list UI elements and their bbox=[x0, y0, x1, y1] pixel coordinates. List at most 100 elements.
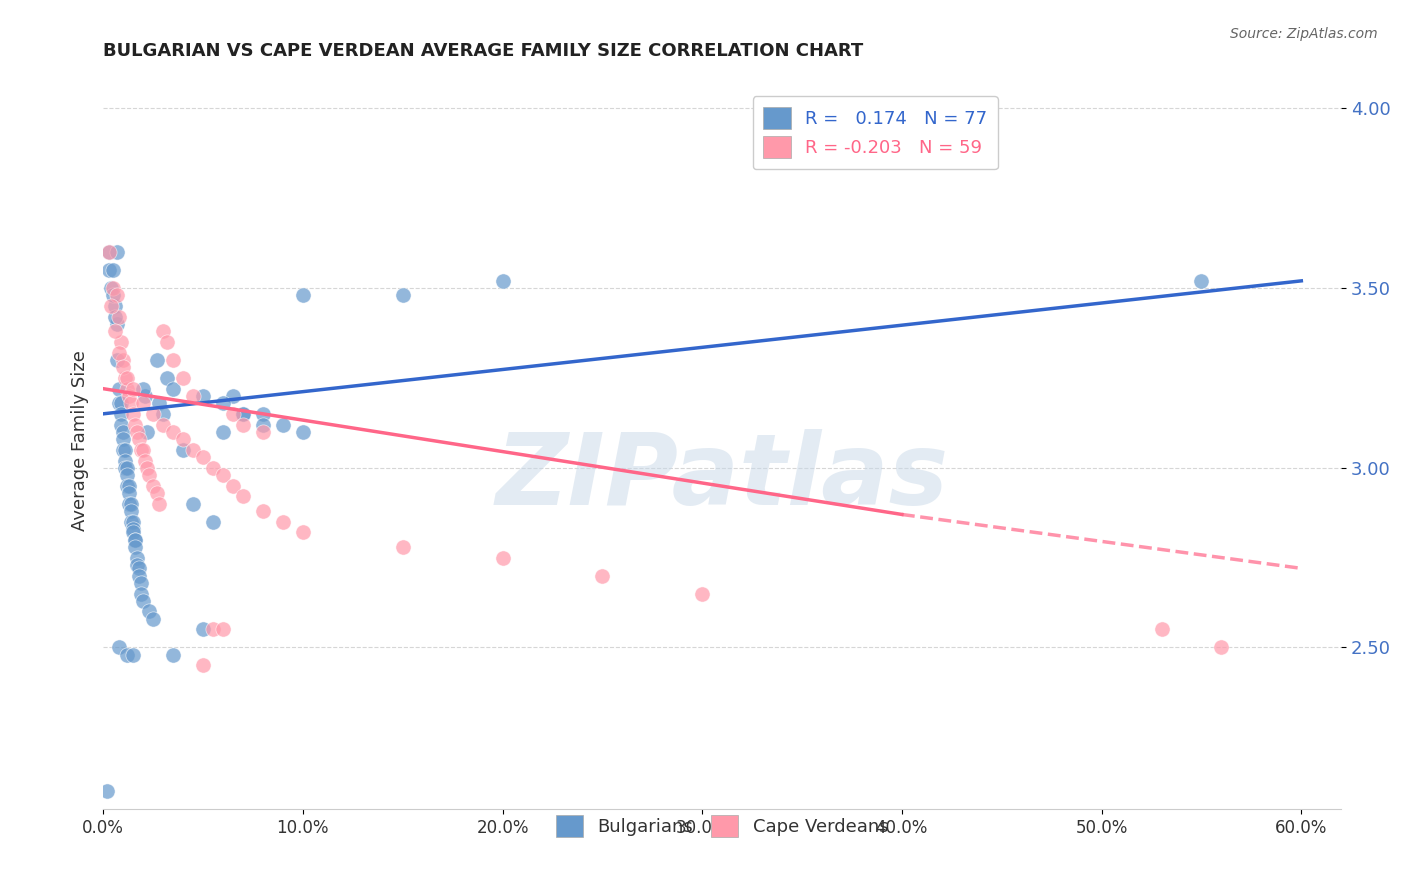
Point bbox=[152, 417, 174, 432]
Point bbox=[101, 288, 124, 302]
Point bbox=[122, 525, 145, 540]
Point bbox=[122, 522, 145, 536]
Point bbox=[222, 389, 245, 403]
Point bbox=[120, 497, 142, 511]
Point bbox=[132, 382, 155, 396]
Point bbox=[162, 425, 184, 439]
Point bbox=[252, 425, 274, 439]
Legend: Bulgarians, Cape Verdeans: Bulgarians, Cape Verdeans bbox=[548, 808, 896, 845]
Point bbox=[181, 497, 204, 511]
Point bbox=[252, 407, 274, 421]
Point bbox=[118, 479, 141, 493]
Point bbox=[156, 334, 179, 349]
Point bbox=[110, 396, 132, 410]
Point bbox=[136, 425, 159, 439]
Point bbox=[162, 353, 184, 368]
Point bbox=[291, 288, 314, 302]
Point bbox=[232, 407, 254, 421]
Point bbox=[232, 407, 254, 421]
Point bbox=[118, 497, 141, 511]
Point bbox=[124, 417, 146, 432]
Point bbox=[100, 299, 122, 313]
Point bbox=[232, 417, 254, 432]
Point bbox=[129, 586, 152, 600]
Point bbox=[128, 432, 150, 446]
Point bbox=[391, 288, 413, 302]
Point bbox=[114, 371, 136, 385]
Point bbox=[125, 550, 148, 565]
Point bbox=[212, 396, 235, 410]
Point bbox=[134, 389, 156, 403]
Point bbox=[115, 467, 138, 482]
Point bbox=[114, 453, 136, 467]
Point bbox=[104, 324, 127, 338]
Point bbox=[181, 442, 204, 457]
Point bbox=[128, 568, 150, 582]
Point bbox=[110, 407, 132, 421]
Point bbox=[252, 504, 274, 518]
Point bbox=[110, 334, 132, 349]
Point bbox=[136, 460, 159, 475]
Point bbox=[1191, 274, 1213, 288]
Point bbox=[122, 382, 145, 396]
Text: ZIPatlas: ZIPatlas bbox=[496, 429, 949, 526]
Point bbox=[112, 353, 135, 368]
Point bbox=[391, 540, 413, 554]
Text: BULGARIAN VS CAPE VERDEAN AVERAGE FAMILY SIZE CORRELATION CHART: BULGARIAN VS CAPE VERDEAN AVERAGE FAMILY… bbox=[103, 42, 863, 60]
Point bbox=[162, 382, 184, 396]
Point bbox=[114, 442, 136, 457]
Point bbox=[122, 648, 145, 662]
Point bbox=[115, 460, 138, 475]
Point bbox=[108, 310, 131, 324]
Point bbox=[98, 245, 121, 260]
Point bbox=[112, 425, 135, 439]
Point bbox=[142, 407, 165, 421]
Point bbox=[212, 425, 235, 439]
Point bbox=[201, 623, 224, 637]
Point bbox=[112, 442, 135, 457]
Point bbox=[132, 593, 155, 607]
Point bbox=[222, 407, 245, 421]
Point bbox=[232, 490, 254, 504]
Point bbox=[122, 407, 145, 421]
Point bbox=[132, 396, 155, 410]
Point bbox=[491, 550, 513, 565]
Point bbox=[122, 515, 145, 529]
Point bbox=[115, 382, 138, 396]
Point bbox=[112, 360, 135, 375]
Point bbox=[125, 425, 148, 439]
Point bbox=[104, 299, 127, 313]
Point bbox=[108, 345, 131, 359]
Point bbox=[172, 371, 194, 385]
Point bbox=[142, 612, 165, 626]
Point bbox=[212, 623, 235, 637]
Point bbox=[181, 389, 204, 403]
Point bbox=[120, 396, 142, 410]
Point bbox=[142, 479, 165, 493]
Point bbox=[105, 317, 128, 331]
Point bbox=[124, 533, 146, 547]
Point bbox=[98, 263, 121, 277]
Point bbox=[129, 442, 152, 457]
Point bbox=[591, 568, 613, 582]
Point bbox=[108, 382, 131, 396]
Point bbox=[148, 396, 170, 410]
Point bbox=[96, 784, 118, 798]
Point bbox=[101, 281, 124, 295]
Point bbox=[100, 281, 122, 295]
Point bbox=[98, 245, 121, 260]
Point bbox=[146, 353, 169, 368]
Point bbox=[115, 479, 138, 493]
Point bbox=[105, 245, 128, 260]
Point bbox=[152, 407, 174, 421]
Point bbox=[134, 453, 156, 467]
Point bbox=[101, 263, 124, 277]
Point bbox=[148, 497, 170, 511]
Point bbox=[291, 425, 314, 439]
Point bbox=[128, 561, 150, 575]
Point bbox=[146, 486, 169, 500]
Point bbox=[491, 274, 513, 288]
Point bbox=[222, 479, 245, 493]
Text: Source: ZipAtlas.com: Source: ZipAtlas.com bbox=[1230, 27, 1378, 41]
Point bbox=[162, 648, 184, 662]
